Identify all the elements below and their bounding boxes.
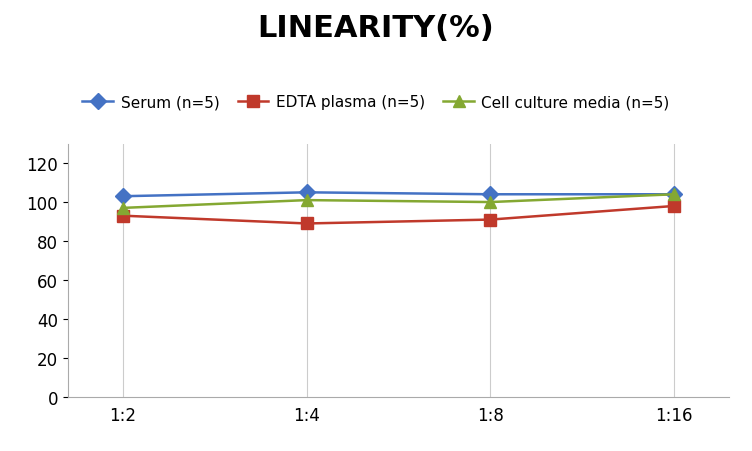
Cell culture media (n=5) [118,206,127,211]
Text: LINEARITY(%): LINEARITY(%) [258,14,494,42]
Serum (n=5) [302,190,311,196]
Legend: Serum (n=5), EDTA plasma (n=5), Cell culture media (n=5): Serum (n=5), EDTA plasma (n=5), Cell cul… [76,89,676,116]
Serum (n=5) [118,194,127,199]
Cell culture media (n=5) [486,200,495,205]
Serum (n=5) [486,192,495,198]
Line: Serum (n=5): Serum (n=5) [117,187,680,202]
Line: Cell culture media (n=5): Cell culture media (n=5) [117,189,680,214]
EDTA plasma (n=5) [118,213,127,219]
EDTA plasma (n=5) [302,221,311,227]
Serum (n=5) [670,192,679,198]
EDTA plasma (n=5) [670,204,679,209]
Line: EDTA plasma (n=5): EDTA plasma (n=5) [117,201,680,230]
EDTA plasma (n=5) [486,217,495,223]
Cell culture media (n=5) [302,198,311,203]
Cell culture media (n=5) [670,192,679,198]
